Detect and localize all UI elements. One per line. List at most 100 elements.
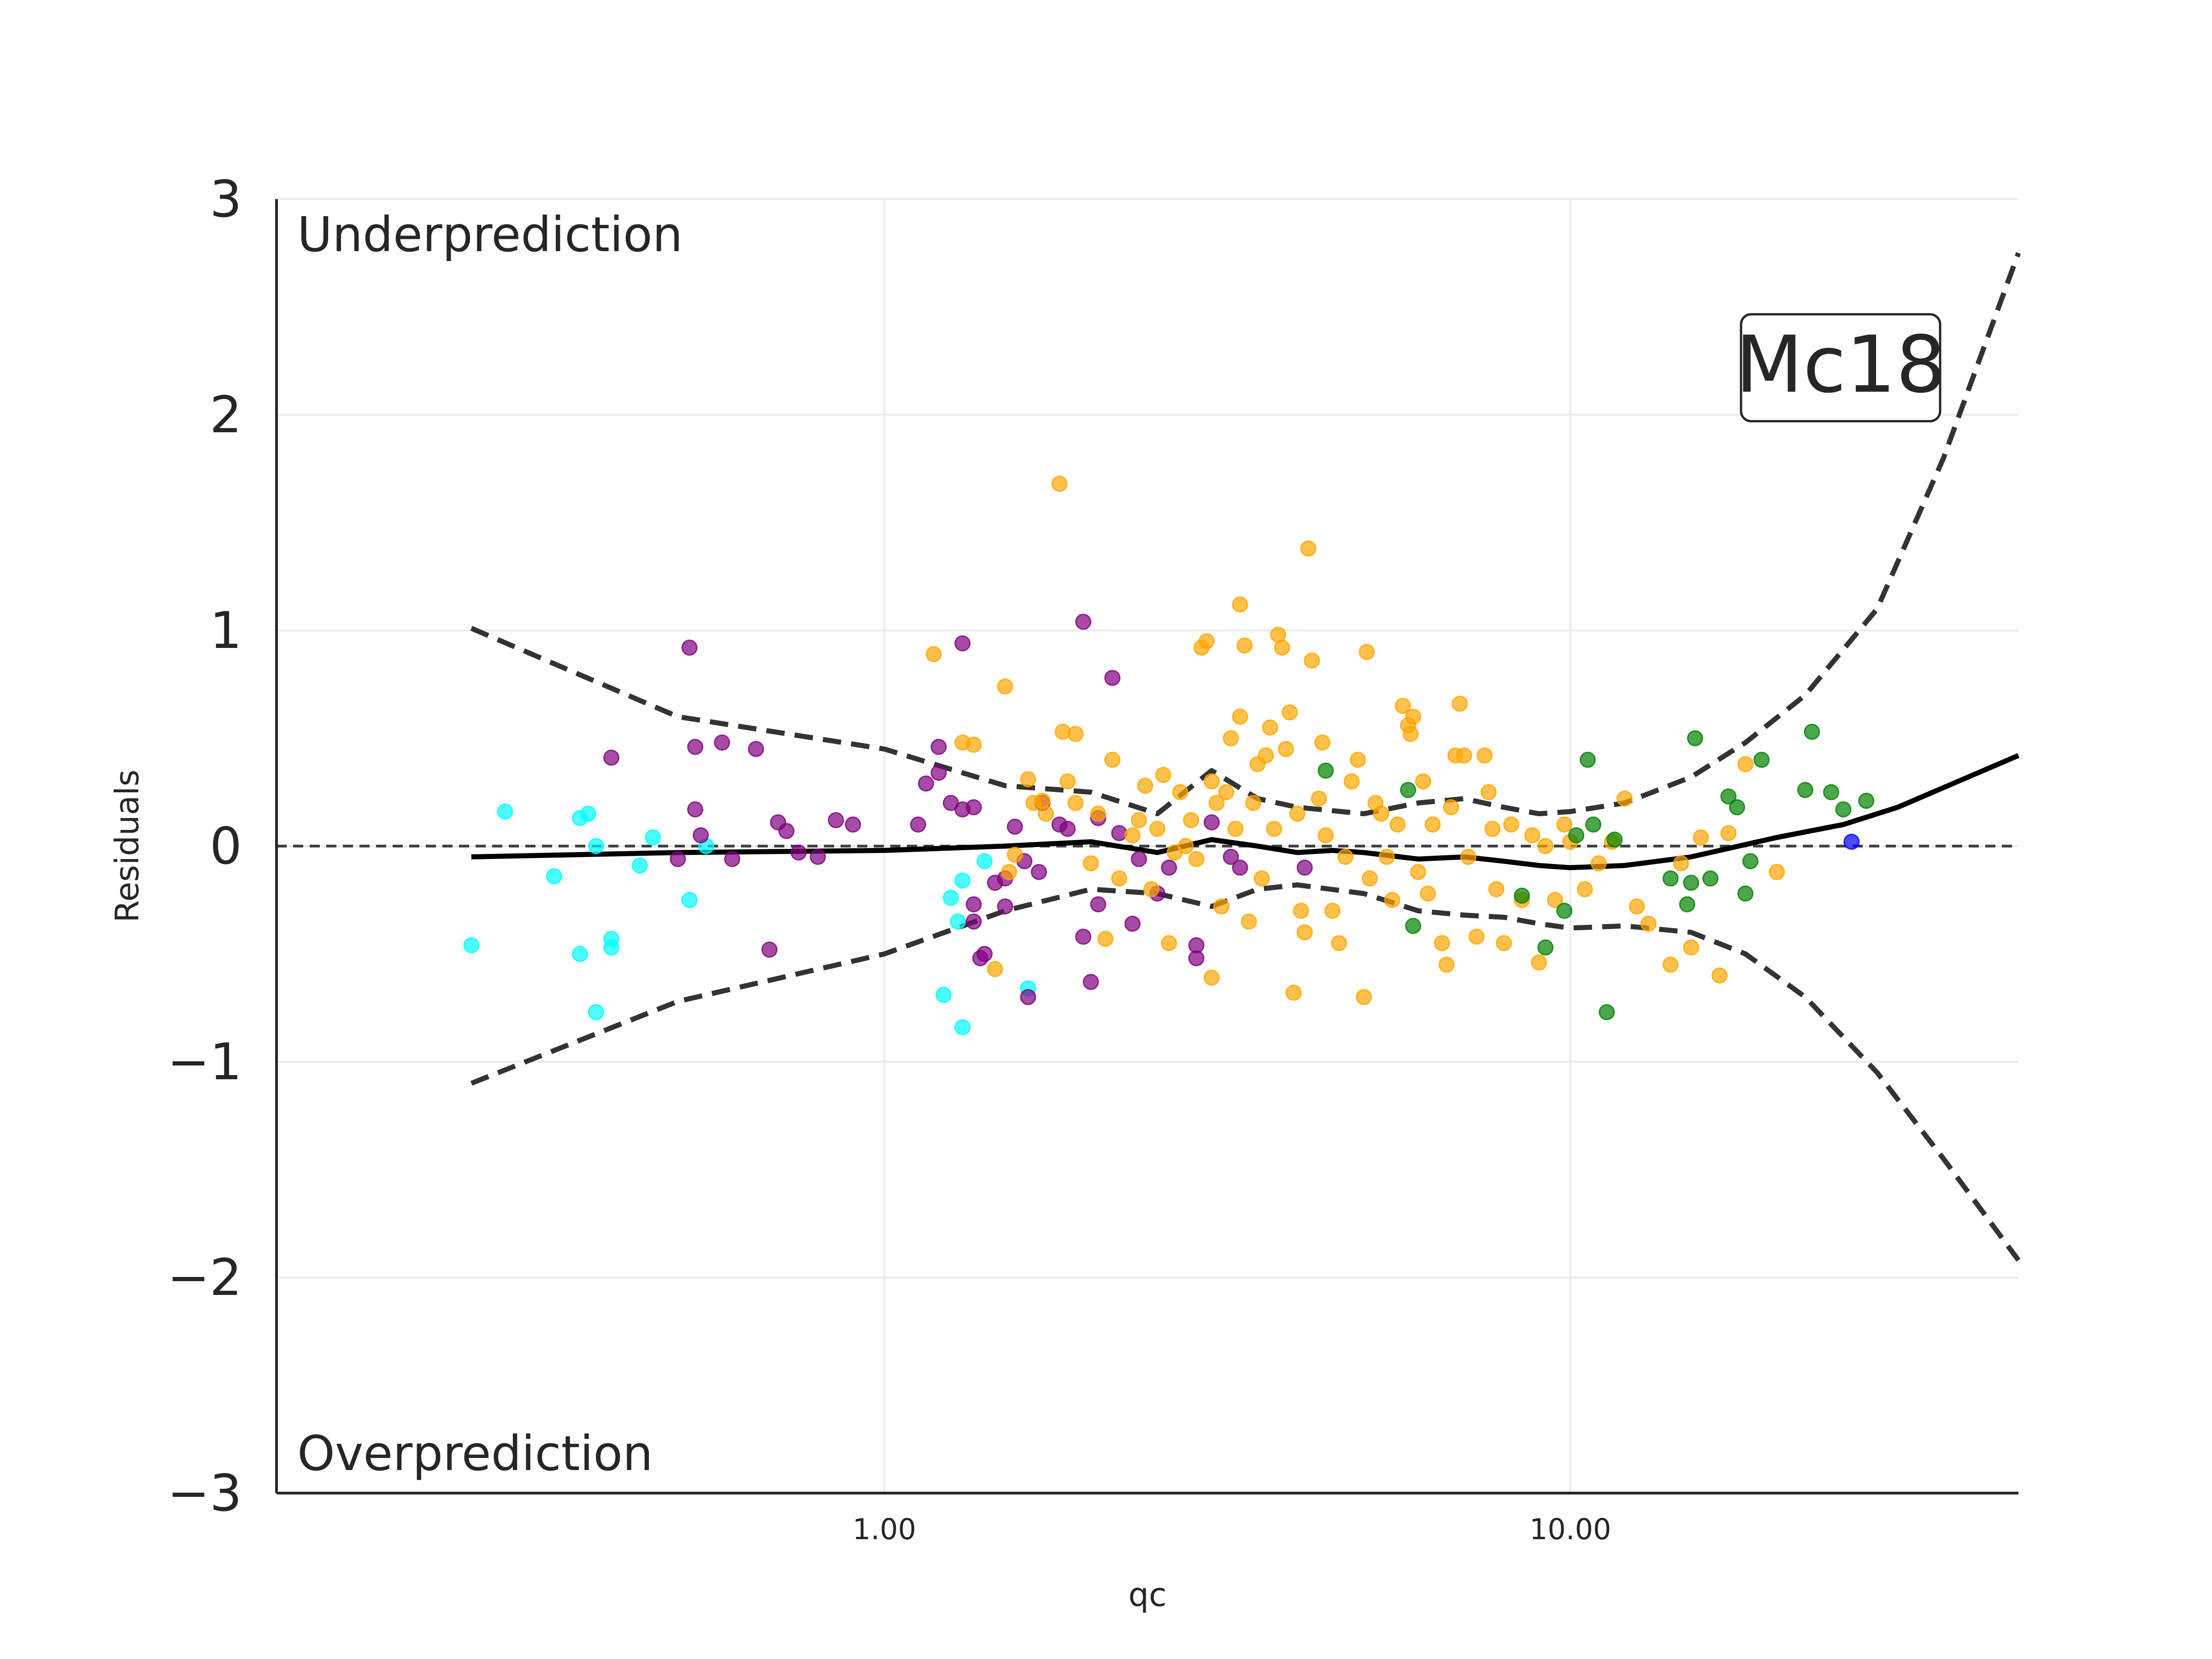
data-point-purple	[954, 635, 971, 652]
data-point-orange	[1097, 930, 1114, 947]
data-point-orange	[1236, 637, 1253, 654]
y-tick-label: 3	[210, 170, 242, 229]
data-point-green	[1753, 752, 1770, 768]
data-point-orange	[1673, 855, 1689, 871]
data-point-purple	[1161, 859, 1177, 876]
data-point-orange	[1769, 864, 1785, 880]
data-point-purple	[930, 739, 947, 755]
data-point-green	[1797, 782, 1813, 798]
data-point-orange	[1188, 851, 1205, 867]
data-point-orange	[1373, 806, 1389, 822]
data-point-green	[1537, 939, 1554, 956]
data-point-orange	[1443, 799, 1459, 816]
data-point-orange	[1232, 596, 1248, 613]
data-point-purple	[748, 741, 764, 757]
y-tick-label: 2	[210, 385, 242, 444]
data-point-purple	[1082, 974, 1099, 990]
data-point-purple	[1104, 670, 1121, 686]
data-point-orange	[1245, 794, 1262, 811]
data-point-cyan	[588, 838, 604, 854]
data-point-orange	[1324, 902, 1341, 919]
data-point-orange	[1402, 726, 1419, 742]
data-point-orange	[1130, 812, 1147, 829]
data-point-purple	[1223, 848, 1239, 865]
data-point-green	[1823, 784, 1840, 800]
data-point-green	[1720, 788, 1737, 805]
data-point-orange	[1349, 752, 1366, 768]
data-point-orange	[1258, 747, 1274, 764]
data-point-orange	[1495, 935, 1512, 952]
data-point-orange	[1067, 794, 1084, 811]
data-point-orange	[1143, 881, 1159, 898]
data-point-orange	[1361, 870, 1378, 887]
data-point-cyan	[942, 889, 959, 906]
data-point-cyan	[954, 872, 971, 889]
model-label-box	[1740, 313, 1941, 423]
data-point-cyan	[950, 913, 966, 930]
data-point-purple	[670, 851, 686, 867]
data-point-orange	[1456, 747, 1472, 764]
x-tick-label: 1.00	[853, 1512, 916, 1546]
data-point-purple	[965, 896, 982, 912]
data-point-orange	[1001, 864, 1018, 880]
data-point-orange	[1468, 929, 1485, 945]
data-point-orange	[1415, 773, 1431, 790]
data-point-purple	[687, 801, 704, 818]
annotation-bottom: Overprediction	[297, 1425, 653, 1482]
data-point-orange	[1480, 784, 1497, 800]
data-point-orange	[1629, 898, 1645, 915]
y-tick-label: −3	[167, 1464, 242, 1523]
data-point-orange	[1331, 935, 1347, 952]
data-point-green	[1742, 853, 1759, 870]
data-point-green	[1679, 896, 1695, 912]
data-point-cyan	[645, 829, 661, 846]
data-point-purple	[687, 739, 704, 755]
data-point-cyan	[580, 806, 596, 822]
data-point-orange	[1285, 984, 1302, 1001]
data-point-green	[1318, 762, 1334, 779]
confidence-band-line	[470, 882, 2021, 1262]
y-tick-label: 0	[210, 817, 242, 876]
data-point-orange	[1384, 892, 1400, 908]
data-point-purple	[910, 816, 926, 833]
data-point-orange	[1149, 821, 1165, 837]
data-point-orange	[1503, 816, 1519, 833]
data-point-orange	[1737, 756, 1754, 772]
data-point-purple	[1075, 929, 1092, 945]
data-point-purple	[1059, 821, 1076, 837]
x-axis-label: qc	[1129, 1576, 1167, 1614]
data-point-orange	[1410, 864, 1426, 880]
data-point-purple	[930, 765, 947, 781]
data-point-orange	[1218, 784, 1235, 800]
data-point-purple	[965, 913, 982, 930]
data-point-orange	[1394, 698, 1411, 714]
data-point-orange	[925, 646, 942, 662]
data-point-blue	[1843, 834, 1860, 850]
data-point-cyan	[572, 946, 588, 962]
data-point-cyan	[497, 803, 513, 820]
data-point-orange	[1177, 838, 1194, 854]
data-point-cyan	[603, 939, 620, 956]
data-point-purple	[977, 946, 993, 962]
data-point-cyan	[546, 868, 562, 884]
data-point-purple	[724, 851, 741, 867]
data-point-green	[1568, 827, 1584, 844]
data-point-purple	[997, 898, 1013, 915]
data-point-purple	[1296, 859, 1313, 876]
model-label-badge: Mc18	[1735, 313, 1946, 423]
data-point-purple	[845, 816, 861, 833]
data-point-purple	[810, 848, 826, 865]
data-point-orange	[1378, 848, 1395, 865]
data-point-orange	[1155, 767, 1171, 783]
data-point-cyan	[935, 987, 952, 1003]
data-point-green	[1606, 831, 1623, 848]
data-point-orange	[1524, 827, 1541, 844]
data-point-orange	[965, 736, 982, 753]
data-point-orange	[1227, 821, 1244, 837]
data-point-orange	[1711, 967, 1728, 984]
data-point-orange	[1452, 695, 1468, 712]
data-point-orange	[1232, 708, 1248, 725]
data-point-orange	[1484, 821, 1501, 837]
data-point-orange	[1051, 476, 1068, 492]
